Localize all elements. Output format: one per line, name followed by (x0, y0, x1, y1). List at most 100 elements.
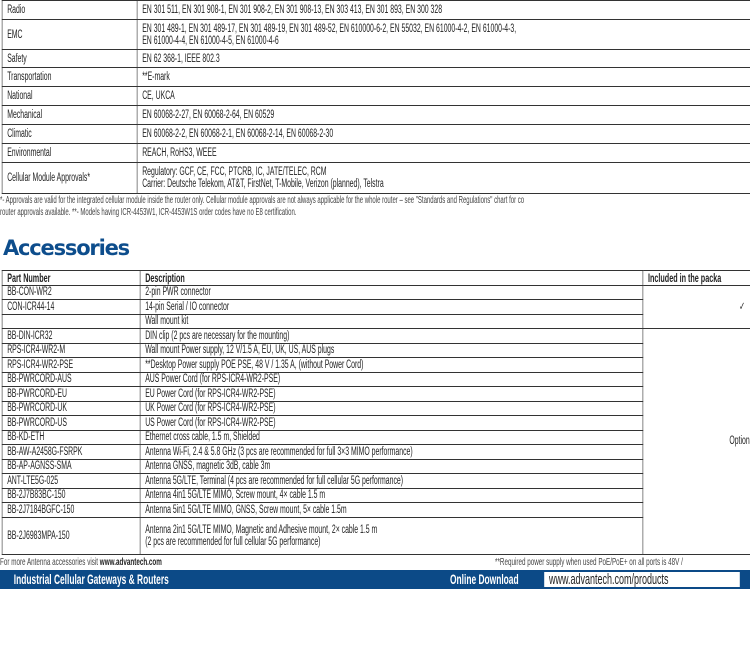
header-part-number: Part Number (1, 270, 141, 286)
description: Wall mount Power supply, 12 V/1.5 A, EU,… (139, 342, 644, 358)
footer-bar: Industrial Cellular Gateways & Routers O… (0, 570, 750, 589)
accessories-table: Part Number Description Included in the … (1, 270, 750, 555)
description: AUS Power Cord (for RPS-ICR4-WR2-PSE) (139, 371, 644, 387)
table-row: BB-2J7184BGFC-150 Antenna 5in1 5G/LTE MIM… (1, 502, 750, 518)
table-row: BB-PWRCORD-US US Power Cord (for RPS-ICR4… (1, 415, 750, 431)
description: 2-pin PWR connector (139, 284, 644, 300)
part-number: BB-2J7184BGFC-150 (1, 502, 141, 518)
standard-value-line: EN 61000-4-4, EN 61000-4-5, EN 61000-4-6 (142, 34, 279, 47)
standard-value-line: EN 301 489-1, EN 301 489-17, EN 301 489-… (142, 22, 517, 35)
description-line: Antenna 5G/LTE, Terminal (4 pcs are reco… (145, 474, 404, 487)
part-number: BB-KD-ETH (1, 429, 141, 445)
table-row: BB-2J6983MPA-150 Antenna 2in1 5G/LTE MIMO… (1, 516, 750, 555)
header-description: Description (139, 270, 644, 286)
part-number: RPS-ICR4-WR2-M (1, 342, 141, 358)
standard-value: EN 60068-2-2, EN 60068-2-1, EN 60068-2-1… (136, 124, 750, 144)
table-row: Wall mount kit (1, 313, 750, 329)
antenna-note-text: For more Antenna accessories visit (0, 556, 100, 568)
description: Antenna 4in1 5G/LTE MIMO, Screw mount, 4… (139, 487, 644, 503)
table-header-row: Part Number Description Included in the … (1, 270, 750, 286)
download-url[interactable]: www.advantech.com/products (549, 571, 669, 588)
description: Antenna 2in1 5G/LTE MIMO, Magnetic and A… (139, 516, 644, 555)
part-number: BB-PWRCORD-UK (1, 400, 141, 416)
standard-value: EN 301 511, EN 301 908-1, EN 301 908-2, … (136, 0, 750, 20)
description-line: Antenna GNSS, magnetic 3dB, cable 3m (145, 460, 271, 473)
description: US Power Cord (for RPS-ICR4-WR2-PSE) (139, 415, 644, 431)
description-line: US Power Cord (for RPS-ICR4-WR2-PSE) (145, 416, 276, 429)
table-row: National CE, UKCA (1, 86, 750, 106)
standard-label: EMC (1, 19, 138, 50)
standard-label: Climatic (1, 124, 138, 144)
standard-label: Environmental (1, 143, 138, 163)
part-number: BB-PWRCORD-US (1, 415, 141, 431)
table-row: BB-PWRCORD-EU EU Power Cord (for RPS-ICR4… (1, 386, 750, 402)
standard-value-line: EN 301 511, EN 301 908-1, EN 301 908-2, … (142, 4, 443, 16)
standard-value: **E-mark (136, 67, 750, 87)
table-row: BB-AP-AGNSS-SMA Antenna GNSS, magnetic 3d… (1, 458, 750, 474)
standard-value: EN 60068-2-27, EN 60068-2-64, EN 60529 (136, 105, 750, 125)
table-row: Radio EN 301 511, EN 301 908-1, EN 301 90… (1, 0, 750, 20)
advantech-link[interactable]: www.advantech.com (99, 556, 162, 568)
description: 14-pin Serial / IO connector (139, 299, 644, 315)
standard-value: EN 301 489-1, EN 301 489-17, EN 301 489-… (136, 19, 750, 50)
description: Antenna 5in1 5G/LTE MIMO, GNSS, Screw mo… (139, 502, 644, 518)
description: Ethernet cross cable, 1.5 m, Shielded (139, 429, 644, 445)
standard-label: Mechanical (1, 105, 138, 125)
online-download-label: Online Download (450, 571, 519, 587)
standard-value-line: **E-mark (142, 71, 170, 83)
header-included: Included in the packa (642, 270, 750, 286)
section-title: Accessories (3, 236, 130, 260)
standard-value-line: EN 60068-2-27, EN 60068-2-64, EN 60529 (142, 109, 275, 121)
download-url-box[interactable]: www.advantech.com/products (544, 571, 740, 588)
description-line: AUS Power Cord (for RPS-ICR4-WR2-PSE) (145, 373, 281, 386)
part-number: BB-DIN-ICR32 (1, 328, 141, 344)
part-number: BB-2J6983MPA-150 (1, 516, 141, 555)
description-line: Wall mount kit (145, 315, 189, 328)
description: Wall mount kit (139, 313, 644, 329)
standard-label: Radio (1, 0, 138, 20)
standard-value: CE, UKCA (136, 86, 750, 106)
description-line: **Desktop Power supply POE PSE, 48 V / 1… (145, 358, 364, 371)
description: UK Power Cord (for RPS-ICR4-WR2-PSE) (139, 400, 644, 416)
footnote-line-2: router approvals available. **- Models h… (0, 207, 297, 218)
standard-label: Safety (1, 49, 138, 68)
description-line: Antenna Wi-Fi, 2.4 & 5.8 GHz (3 pcs are … (145, 445, 413, 458)
standard-value-line: EN 62 368-1, IEEE 802.3 (142, 52, 220, 65)
standard-label: National (1, 86, 138, 106)
description-line: 14-pin Serial / IO connector (145, 300, 230, 313)
power-supply-note: **Required power supply when used PoE/Po… (495, 556, 683, 568)
table-row: ANT-LTE5G-025 Antenna 5G/LTE, Terminal (4… (1, 473, 750, 489)
table-row: BB-KD-ETH Ethernet cross cable, 1.5 m, Sh… (1, 429, 750, 445)
description-line: EU Power Cord (for RPS-ICR4-WR2-PSE) (145, 387, 276, 400)
table-row: Cellular Module Approvals* Regulatory: GC… (1, 162, 750, 194)
description-line: (2 pcs are recommended for full cellular… (145, 535, 321, 548)
optional-label: Optional (642, 328, 750, 555)
standard-value-line: REACH, RoHS3, WEEE (142, 147, 217, 159)
standard-value-line: CE, UKCA (142, 90, 175, 102)
table-row: EMC EN 301 489-1, EN 301 489-17, EN 301 4… (1, 19, 750, 50)
description: Antenna GNSS, magnetic 3dB, cable 3m (139, 458, 644, 474)
description-line: Wall mount Power supply, 12 V/1.5 A, EU,… (145, 344, 335, 357)
part-number (1, 313, 141, 329)
description-line: Antenna 5in1 5G/LTE MIMO, GNSS, Screw mo… (145, 503, 347, 516)
part-number: BB-AP-AGNSS-SMA (1, 458, 141, 474)
description: Antenna 5G/LTE, Terminal (4 pcs are reco… (139, 473, 644, 489)
antenna-note: For more Antenna accessories visit www.a… (0, 556, 162, 568)
standard-value: Regulatory: GCF, CE, FCC, PTCRB, IC, JAT… (136, 162, 750, 194)
standard-value-line: Carrier: Deutsche Telekom, AT&T, FirstNe… (142, 178, 384, 190)
description-line: Antenna 2in1 5G/LTE MIMO, Magnetic and A… (145, 523, 378, 536)
description: EU Power Cord (for RPS-ICR4-WR2-PSE) (139, 386, 644, 402)
included-checkmark: ✓ (642, 284, 750, 329)
standard-value-line: Regulatory: GCF, CE, FCC, PTCRB, IC, JAT… (142, 166, 327, 178)
footer-title: Industrial Cellular Gateways & Routers (13, 571, 169, 587)
table-row: Safety EN 62 368-1, IEEE 802.3 (1, 49, 750, 68)
table-row: BB-2J7B83BC-150 Antenna 4in1 5G/LTE MIMO,… (1, 487, 750, 503)
part-number: ANT-LTE5G-025 (1, 473, 141, 489)
standard-value: EN 62 368-1, IEEE 802.3 (136, 49, 750, 68)
table-row: BB-PWRCORD-UK UK Power Cord (for RPS-ICR4… (1, 400, 750, 416)
part-number: BB-AW-A2458G-FSRPK (1, 444, 141, 460)
description-line: DIN clip (2 pcs are necessary for the mo… (145, 329, 290, 342)
part-number: RPS-ICR4-WR2-PSE (1, 357, 141, 373)
table-row: Transportation **E-mark (1, 67, 750, 87)
